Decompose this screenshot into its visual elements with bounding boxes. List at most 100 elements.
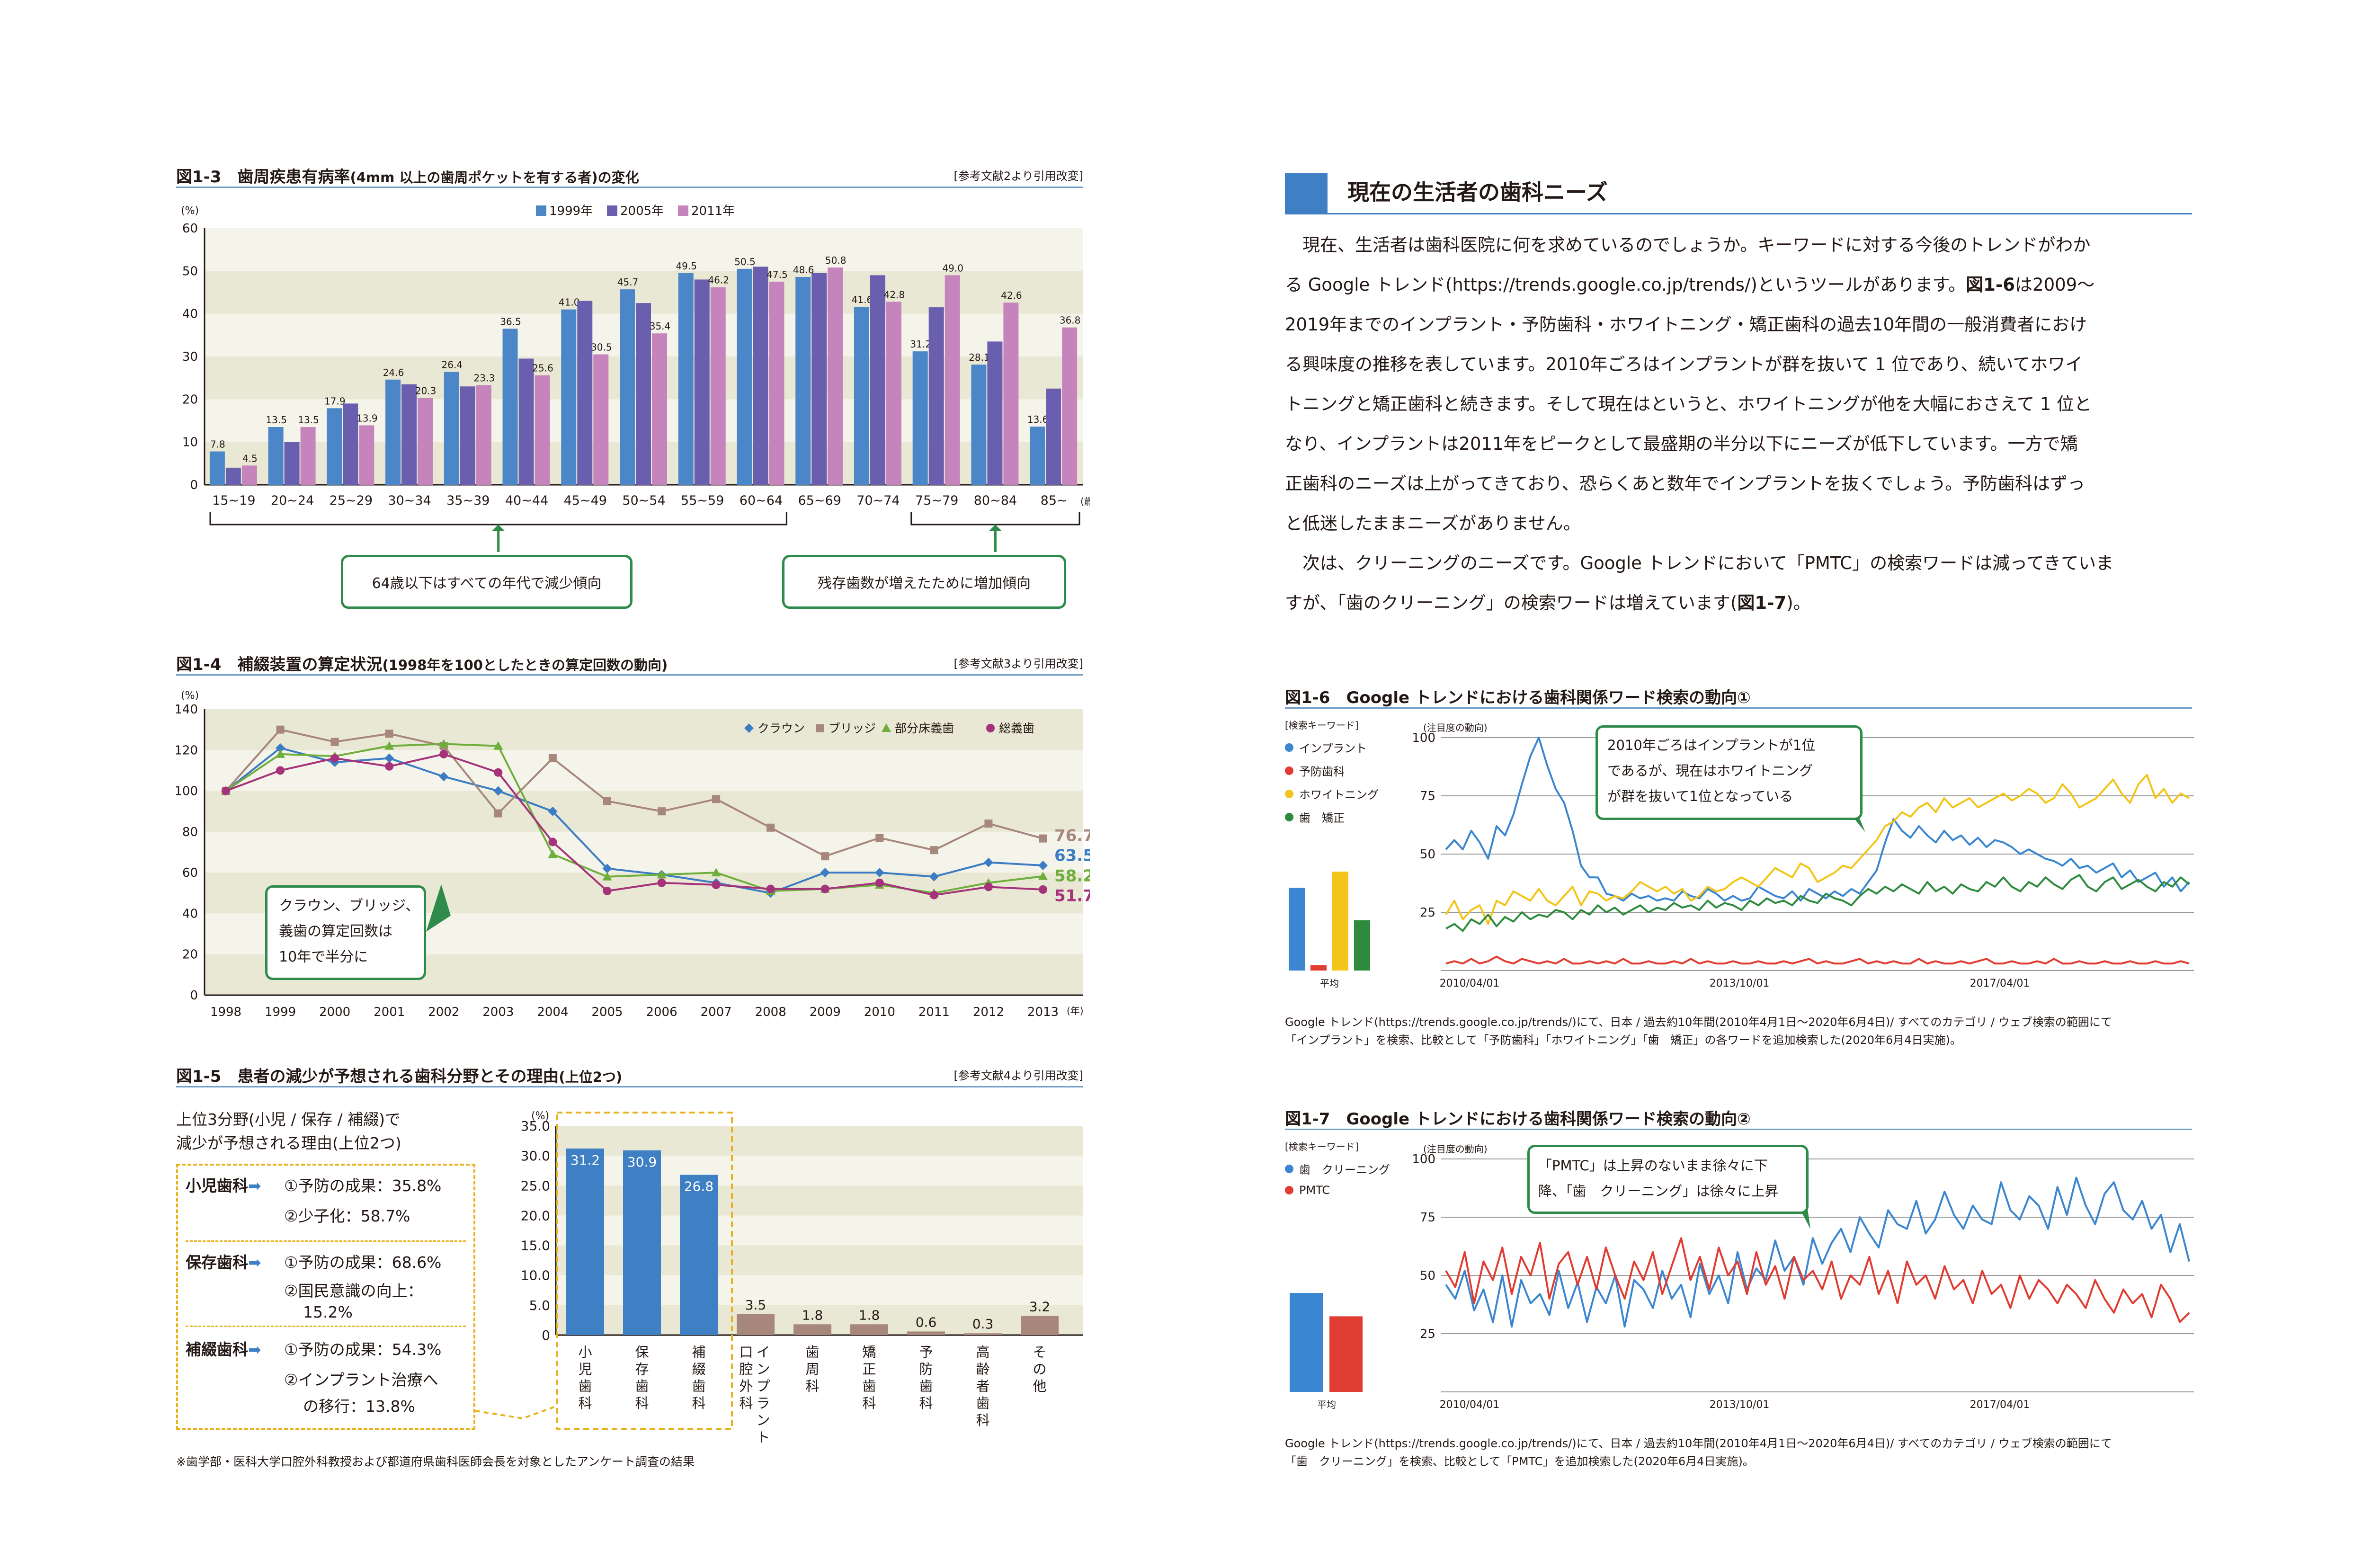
fig16-callout-line1: 2010年ごろはインプラントが1位 [1607,737,1816,753]
marker-triangle-icon [882,723,891,732]
marker-square-icon [816,724,824,732]
x-tick-label: 2010/04/01 [1440,1399,1500,1411]
x-unit-label: (年) [1067,1005,1084,1016]
x-category-char: 周 [805,1361,819,1377]
fig15-cat-pediatric: 小児歯科 [186,1176,248,1195]
x-tick-label: 2001 [374,1005,405,1019]
data-label: 4.5 [242,453,258,464]
fig17-legend-pmtc-label: PMTC [1299,1184,1330,1197]
marker-circle-icon [766,884,775,893]
x-tick-label: 40~44 [505,493,548,508]
trend-line [1445,874,2190,932]
bar [561,309,577,485]
bar [652,333,667,485]
arrow-right-icon: ➡ [248,1340,261,1359]
fig15-reason-conservative-1: ①予防の成果：68.6% [284,1253,442,1272]
data-label: 31.2 [910,339,931,350]
bar [535,375,550,485]
marker-square-icon [603,797,611,805]
marker-circle-icon [548,837,557,846]
y-tick-label: 0 [190,478,198,492]
data-label: 0.6 [916,1314,937,1330]
y-tick-label: 40 [182,907,198,921]
grid-band [205,791,1083,832]
text-span: る興味度の推移を表しています。2010年ごろはインプラントが群を抜いて 1 位で… [1285,354,2083,374]
x-tick-label: 30~34 [388,493,431,508]
marker-diamond-icon [384,753,394,763]
bar [476,385,491,485]
fig14-number: 図1-4 [176,655,222,674]
fig17-legend-pmtc: PMTC [1285,1184,1390,1197]
x-category-char: 外 [739,1378,753,1394]
y-tick-label: 75 [1420,789,1435,803]
fig17-rule [1285,1129,2192,1130]
x-category-char: ン [756,1412,770,1428]
fig16-legend-ortho: 歯 矯正 [1285,809,1379,825]
text-span: と低迷したままニーズがありません。 [1285,513,1581,534]
y-unit-label: (%) [531,1110,549,1122]
average-bar [1332,872,1348,971]
fig15-reason-box [176,1164,475,1430]
fig15-subtitle: (上位2つ) [559,1069,623,1085]
bar [753,267,768,485]
y-tick-label: 50 [1420,847,1435,862]
x-tick-label: 2000 [319,1005,350,1019]
y-tick-label: 100 [1412,731,1435,745]
x-tick-label: 15~19 [212,493,255,508]
x-category-char: 矯 [862,1344,876,1360]
data-label: 42.6 [1001,290,1022,301]
fig13-rule [176,187,1083,188]
bar [1003,303,1019,485]
marker-circle-icon [657,878,666,887]
marker-square-icon [767,823,775,832]
average-bar [1289,888,1305,971]
marker-triangle-icon [657,870,667,879]
fig15-title-main: 患者の減少が予想される歯科分野とその理由 [237,1067,559,1086]
x-tick-label: 65~69 [798,493,841,508]
figure-reference: 図1-6 [1966,275,2015,295]
x-category-char: 歯 [805,1344,819,1360]
bar [327,408,342,485]
marker-triangle-icon [493,741,503,750]
fig17-note-line1: Google トレンド(https://trends.google.co.jp/… [1285,1437,2112,1450]
fig17-callout: 「PMTC」は上昇のないまま徐々に下 降、「歯 クリーニング」は徐々に上昇 [1527,1145,1809,1214]
marker-circle-icon [875,878,884,887]
data-label: 50.8 [825,255,847,266]
x-tick-label: 2005 [591,1005,623,1019]
fig14-rule [176,674,1083,676]
grid-band [205,709,1083,750]
bar [401,384,417,485]
x-tick-label: 2010 [864,1005,895,1019]
figure-reference: 図1-7 [1737,593,1787,613]
fig17-callout-line2: 降、「歯 クリーニング」は徐々に上昇 [1538,1183,1779,1199]
x-category-char: そ [1033,1344,1046,1360]
fig17-title: 図1-7 Google トレンドにおける歯科関係ワード検索の動向② [1285,1106,1751,1129]
bar [870,275,885,485]
fig15-reference: [参考文献4より引用改変] [954,1069,1083,1082]
x-category-char: ン [756,1361,770,1377]
x-category-char: 齢 [976,1361,989,1377]
bar [1062,327,1078,485]
y-tick-label: 35.0 [521,1118,550,1134]
fig16-legend-whitening-label: ホワイトニング [1299,788,1379,802]
legend-label: 1999年 [549,204,593,218]
bar [300,427,316,485]
x-tick-label: 1999 [265,1005,296,1019]
arrow-right-icon: ➡ [248,1176,261,1195]
x-tick-label: 2017/04/01 [1970,978,2030,989]
data-label: 41.0 [559,297,580,308]
x-tick-label: 2013 [1027,1005,1059,1019]
bar [444,372,459,485]
bar [769,281,784,485]
x-tick-label: 2004 [537,1005,568,1019]
x-tick-label: 2012 [973,1005,1004,1019]
marker-square-icon [385,730,393,738]
marker-square-icon [276,725,285,734]
marker-square-icon [494,809,502,818]
marker-triangle-icon [276,749,285,758]
section-heading-marker [1285,173,1328,213]
fig16-callout: 2010年ごろはインプラントが1位 であるが、現在はホワイトニング が群を抜いて… [1595,725,1863,820]
y-tick-label: 60 [182,866,198,880]
fig16-legend-ortho-label: 歯 矯正 [1299,811,1345,825]
series-line [225,753,1043,896]
